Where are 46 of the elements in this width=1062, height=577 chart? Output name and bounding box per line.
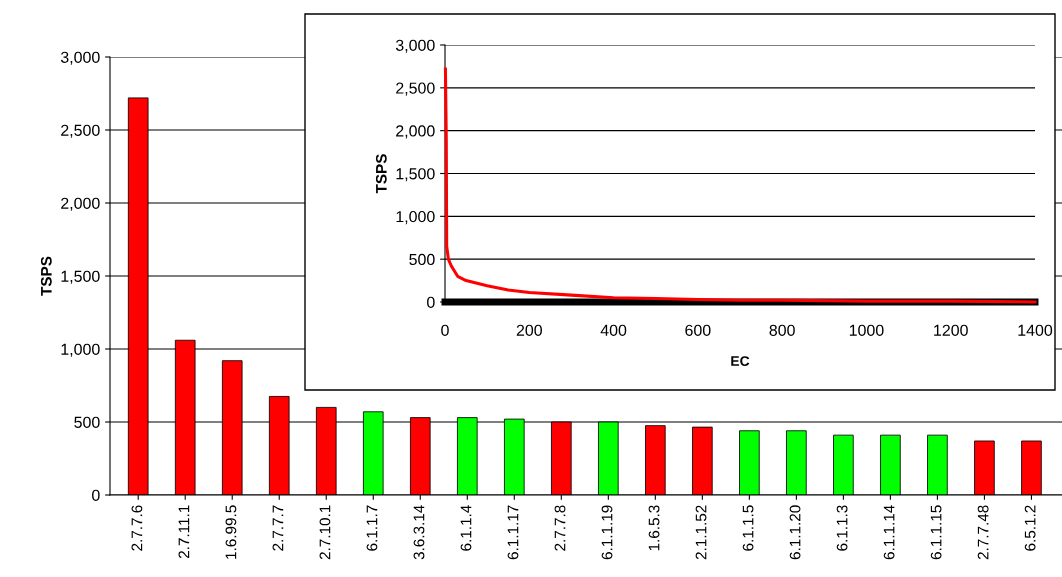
- y-axis-title: TSPS: [40, 256, 52, 296]
- y-axis-title: TSPS: [375, 154, 387, 194]
- x-axis-title: EC: [731, 356, 750, 366]
- y-tick-label: 1,500: [396, 168, 435, 182]
- x-tick-label: 6.1.1.7: [366, 505, 378, 551]
- x-tick-label: 1.6.99.5: [225, 505, 237, 559]
- x-tick-label: 6.1.1.5: [742, 505, 754, 551]
- x-tick-label: 600: [685, 324, 711, 336]
- x-tick-label: 6.1.1.14: [883, 505, 895, 560]
- x-tick-label: 1400: [1018, 324, 1053, 336]
- y-tick-label: 2,500: [396, 82, 435, 96]
- x-tick-label: 6.1.1.19: [601, 505, 613, 560]
- x-tick-label: 800: [769, 324, 795, 336]
- x-tick-label: 6.1.1.20: [789, 505, 801, 560]
- y-tick-label: 0: [92, 489, 100, 501]
- x-tick-label: 2.7.10.1: [319, 505, 331, 560]
- y-tick-label: 3,000: [395, 39, 435, 53]
- x-tick-label: 2.7.11.1: [178, 505, 190, 559]
- x-tick-label: 1.6.5.3: [648, 505, 660, 551]
- y-tick-label: 500: [74, 416, 100, 428]
- x-tick-label: 2.7.7.48: [977, 505, 989, 560]
- x-tick-label: 200: [516, 324, 542, 336]
- x-tick-label: 3.6.3.14: [413, 505, 425, 560]
- x-tick-label: 2.7.7.7: [272, 505, 284, 551]
- y-tick-label: 1,000: [396, 210, 435, 225]
- y-tick-label: 0: [427, 296, 435, 308]
- x-tick-label: 0: [441, 324, 449, 336]
- y-tick-label: 2,000: [61, 197, 100, 211]
- x-tick-label: 1200: [934, 324, 968, 336]
- x-tick-label: 400: [600, 324, 627, 336]
- y-tick-label: 2,500: [61, 124, 100, 138]
- x-tick-label: 6.1.1.17: [507, 505, 519, 560]
- x-tick-label: 6.1.1.15: [930, 505, 942, 560]
- x-tick-label: 1000: [849, 324, 884, 336]
- x-tick-label: 6.1.1.3: [836, 505, 848, 551]
- y-tick-label: 500: [409, 253, 435, 266]
- x-tick-label: 6.1.1.4: [460, 505, 472, 551]
- y-tick-label: 1,000: [61, 343, 100, 357]
- x-tick-label: 2.1.1.52: [695, 505, 707, 560]
- x-tick-label: 2.7.7.6: [131, 505, 143, 551]
- x-tick-label: 6.5.1.2: [1024, 505, 1036, 551]
- x-tick-label: 2.7.7.8: [554, 505, 566, 551]
- y-tick-label: 2,000: [396, 125, 435, 139]
- y-tick-label: 3,000: [60, 51, 100, 65]
- y-tick-label: 1,500: [61, 270, 100, 284]
- line-series: [443, 67, 1037, 304]
